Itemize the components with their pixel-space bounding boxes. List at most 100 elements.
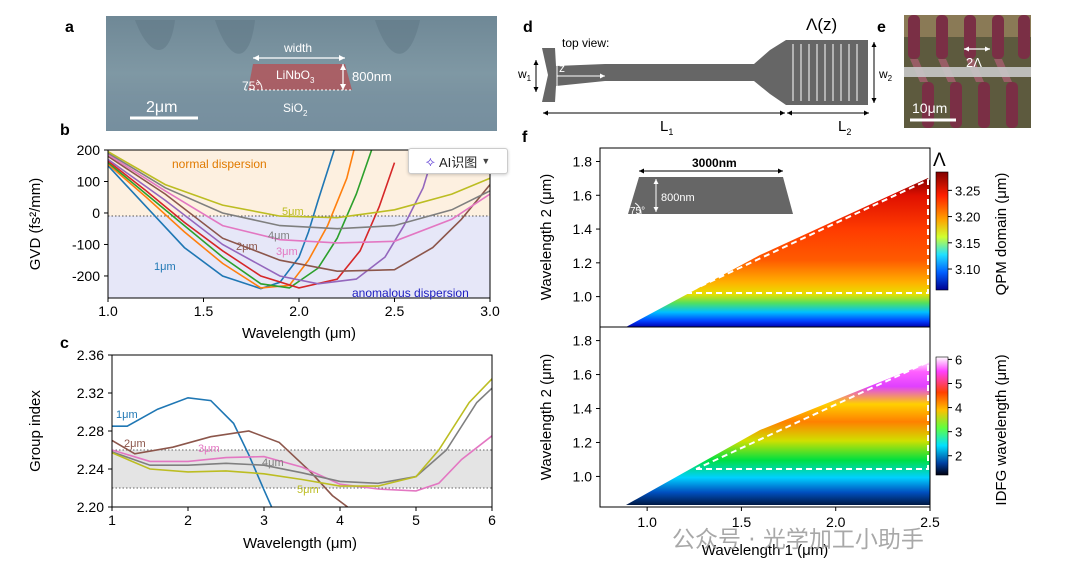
- chevron-down-icon: ▼: [481, 156, 491, 166]
- target-band: [112, 450, 492, 488]
- series-line-5μm: [112, 378, 492, 487]
- series-line-3μm: [108, 154, 490, 244]
- label-w2: w: [878, 67, 888, 81]
- y-tick-label: 0: [92, 205, 100, 221]
- x-tick-label: 2.5: [385, 303, 405, 319]
- y-tick-label: 2.20: [77, 499, 104, 515]
- panel-label-f: f: [522, 129, 528, 146]
- colorbar-tick: 5: [955, 376, 962, 391]
- y-tick-label: 100: [77, 173, 101, 189]
- label-height-a: 800nm: [352, 69, 392, 84]
- panel-label-c: c: [60, 335, 69, 352]
- inset-cross-section: [628, 168, 793, 215]
- x-tick-label: 2: [184, 512, 192, 528]
- x-tick-label: 1.5: [194, 303, 214, 319]
- label-material-sub: 3: [310, 76, 315, 85]
- xlabel-f: Wavelength 1 (μm): [702, 542, 828, 559]
- series-label: 3μm: [198, 443, 220, 455]
- svg-text:L2: L2: [838, 118, 851, 137]
- x-tick-label: 1: [108, 512, 116, 528]
- series-line-curve-3: [108, 160, 396, 289]
- x-tick-label: 6: [488, 512, 496, 528]
- label-w2-sub: 2: [888, 74, 893, 83]
- y-tick-label: 2.24: [77, 461, 104, 477]
- y-tick-label: 1.2: [573, 255, 593, 271]
- ai-sparkle-icon: ⟡: [425, 152, 436, 169]
- label-w1: w: [517, 67, 527, 81]
- colorbar-label-qpm: QPM domain (μm): [993, 173, 1010, 296]
- y-tick-label: 1.0: [573, 289, 593, 305]
- y-tick-label: 1.2: [573, 434, 593, 450]
- ai-recognize-button[interactable]: ⟡ AI识图 ▼: [408, 148, 508, 174]
- series-label: 5μm: [282, 206, 304, 218]
- inset-width: 3000nm: [692, 156, 737, 170]
- panel-label-d: d: [523, 19, 533, 36]
- label-substrate: SiO: [283, 101, 303, 115]
- y-tick-label: 1.8: [573, 154, 593, 170]
- axes-f-bottom: [599, 326, 931, 508]
- linbo3-waveguide: [248, 64, 352, 90]
- colorbar-tick: 3.15: [955, 236, 980, 251]
- x-tick-label: 3.0: [480, 303, 500, 319]
- label-L1-sub: 1: [668, 127, 673, 137]
- ylabel-b: GVD (fs²/mm): [27, 178, 44, 270]
- device-top-view: [533, 40, 877, 116]
- label-z: z: [559, 61, 565, 75]
- label-material: LiNbO: [276, 68, 310, 82]
- series-label: 1μm: [116, 409, 138, 421]
- colorbar-tick: 3.25: [955, 183, 980, 198]
- label-top-view: top view:: [562, 36, 609, 50]
- ylabel-f-bottom: Wavelength 2 (μm): [538, 354, 555, 480]
- series-line-curve-4: [108, 156, 434, 285]
- colorbar-idfg: [935, 356, 949, 476]
- series-line-4μm: [112, 387, 492, 485]
- x-tick-label: 2.5: [920, 514, 940, 530]
- ai-button-label: AI识图: [439, 154, 478, 170]
- xlabel-c: Wavelength (μm): [243, 535, 357, 552]
- y-tick-label: 1.0: [573, 468, 593, 484]
- series-label: 2μm: [236, 241, 258, 253]
- inset-height: 800nm: [661, 192, 695, 204]
- label-substrate-sub: 2: [303, 109, 308, 118]
- label-normal-dispersion: normal dispersion: [172, 157, 267, 171]
- y-tick-label: 200: [77, 142, 101, 158]
- colorbar-tick: 4: [955, 401, 962, 416]
- label-w1-sub: 1: [527, 74, 532, 83]
- y-tick-label: 2.36: [77, 347, 104, 363]
- label-L2-sub: 2: [846, 127, 851, 137]
- label-angle-a: 75°: [242, 79, 260, 93]
- colorbar-tick: 3: [955, 425, 962, 440]
- micrograph-e: [904, 15, 1031, 128]
- colorbar-tick: 3.20: [955, 210, 980, 225]
- y-tick-label: 1.6: [573, 367, 593, 383]
- y-tick-label: 2.28: [77, 423, 104, 439]
- y-tick-label: 1.4: [573, 221, 593, 237]
- label-lambda-z: Λ(z): [806, 15, 837, 34]
- watermark: 公众号 · 光学加工小助手: [672, 527, 924, 553]
- ylabel-f-top: Wavelength 2 (μm): [538, 174, 555, 300]
- x-tick-label: 5: [412, 512, 420, 528]
- y-tick-label: 1.4: [573, 401, 593, 417]
- colorbar-qpm: [935, 171, 949, 291]
- sem-image-a: [106, 16, 497, 131]
- x-tick-label: 4: [336, 512, 344, 528]
- x-tick-label: 2.0: [826, 514, 846, 530]
- ylabel-c: Group index: [27, 390, 44, 472]
- x-tick-label: 2.0: [289, 303, 309, 319]
- label-anomalous-dispersion: anomalous dispersion: [352, 286, 469, 300]
- series-label: 2μm: [124, 438, 146, 450]
- panel-label-b: b: [60, 122, 70, 139]
- series-line-2μm: [108, 155, 490, 273]
- colorbar-title-lambda: Λ: [933, 150, 946, 171]
- series-label: 4μm: [262, 457, 284, 469]
- svg-text:SiO2: SiO2: [283, 101, 308, 118]
- label-width: width: [283, 41, 312, 55]
- colorbar-tick: 3.10: [955, 262, 980, 277]
- colorbar-tick: 6: [955, 352, 962, 367]
- series-label: 4μm: [268, 230, 290, 242]
- panel-label-e: e: [877, 19, 886, 36]
- inset-angle: 75°: [630, 206, 645, 217]
- svg-text:w1: w1: [517, 67, 532, 83]
- colorbar-tick: 2: [955, 449, 962, 464]
- colorbar-label-idfg: IDFG wavelength (μm): [993, 354, 1010, 505]
